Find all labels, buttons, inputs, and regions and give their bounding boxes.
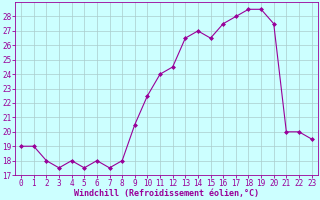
- X-axis label: Windchill (Refroidissement éolien,°C): Windchill (Refroidissement éolien,°C): [74, 189, 259, 198]
